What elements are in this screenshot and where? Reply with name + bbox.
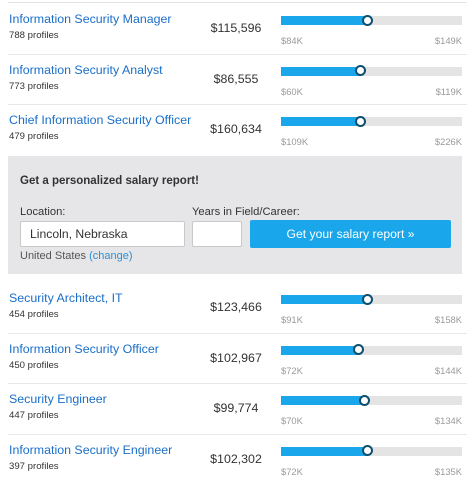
range-min: $60K (281, 85, 303, 97)
job-title-link[interactable]: Chief Information Security Officer (9, 113, 192, 127)
range-min: $72K (281, 364, 303, 376)
salary-row: Information Security Manager 788 profiles… (8, 4, 467, 55)
range-min: $72K (281, 465, 303, 477)
salary-range-bar (281, 115, 462, 127)
change-country-link[interactable]: (change) (89, 250, 133, 262)
salary-row: Information Security Analyst 773 profiles… (8, 55, 467, 105)
location-input[interactable]: Lincoln, Nebraska (20, 221, 185, 247)
country-name: United States (20, 250, 87, 262)
profile-count: 447 profiles (9, 410, 59, 421)
profile-count: 454 profiles (9, 309, 59, 320)
median-marker (358, 394, 370, 406)
salary-range-fill (281, 446, 368, 456)
profile-count: 450 profiles (9, 359, 59, 371)
range-max: $158K (434, 314, 462, 325)
range-max: $144K (434, 364, 462, 376)
salary-row: Security Engineer 447 profiles $99,774 $70K… (8, 384, 467, 435)
location-label: Location: (20, 206, 66, 218)
salary-range-bar (281, 344, 462, 355)
job-title-link[interactable]: Information Security Engineer (9, 442, 173, 457)
range-min: $91K (281, 314, 303, 325)
salary-range-fill (281, 295, 368, 304)
salary-row: Chief Information Security Officer 479 pr… (8, 105, 467, 156)
salary-range-fill (281, 16, 368, 25)
range-min: $84K (281, 35, 303, 46)
range-max: $226K (434, 136, 462, 147)
salary-range-bar (281, 14, 462, 26)
profile-count: 773 profiles (9, 80, 59, 92)
median-marker (355, 115, 367, 127)
years-input[interactable] (192, 221, 242, 247)
salary-range-fill (281, 117, 361, 126)
salary-range-fill (281, 66, 361, 76)
salary-rows-top: Information Security Manager 788 profiles… (0, 4, 475, 156)
top-divider (8, 2, 467, 3)
salary-range-bar (281, 293, 462, 305)
salary-row: Information Security Officer 450 profiles… (8, 334, 467, 384)
median-marker (355, 65, 367, 76)
median-salary: $99,774 (213, 401, 259, 415)
salary-range-bar (281, 445, 462, 456)
salary-range-bar (281, 394, 462, 406)
job-title-link[interactable]: Information Security Manager (9, 12, 172, 26)
median-salary: $115,596 (210, 21, 262, 35)
country-line: United States (change) (20, 250, 133, 262)
salary-range-fill (281, 396, 365, 405)
job-title-link[interactable]: Information Security Officer (9, 341, 159, 356)
job-title-link[interactable]: Security Architect, IT (9, 291, 123, 305)
median-marker (362, 14, 374, 26)
salary-rows-bottom: Security Architect, IT 454 profiles $123,4… (0, 283, 475, 485)
salary-report-panel: Get a personalized salary report! Locati… (8, 156, 462, 274)
salary-row: Information Security Engineer 397 profile… (8, 435, 467, 486)
range-min: $109K (281, 136, 309, 147)
median-salary: $102,967 (210, 350, 262, 365)
range-max: $119K (435, 85, 462, 97)
median-marker (362, 293, 374, 305)
median-salary: $102,302 (210, 451, 262, 466)
salary-range-fill (281, 345, 359, 355)
range-max: $149K (434, 35, 462, 46)
median-salary: $86,555 (213, 71, 259, 86)
salary-row: Security Architect, IT 454 profiles $123,4… (8, 283, 467, 334)
profile-count: 397 profiles (9, 460, 59, 472)
job-title-link[interactable]: Information Security Analyst (9, 62, 163, 77)
range-max: $134K (434, 415, 462, 426)
median-salary: $123,466 (210, 300, 262, 314)
median-salary: $160,634 (210, 122, 262, 136)
range-max: $135K (434, 465, 462, 477)
job-title-link[interactable]: Security Engineer (9, 392, 107, 406)
salary-range-bar (281, 65, 462, 76)
profile-count: 788 profiles (9, 30, 59, 41)
median-marker (353, 344, 365, 355)
report-title: Get a personalized salary report! (20, 175, 199, 187)
range-min: $70K (281, 415, 303, 426)
median-marker (362, 445, 374, 456)
years-label: Years in Field/Career: (192, 206, 300, 218)
profile-count: 479 profiles (9, 131, 59, 142)
get-salary-report-button[interactable]: Get your salary report » (250, 220, 451, 248)
